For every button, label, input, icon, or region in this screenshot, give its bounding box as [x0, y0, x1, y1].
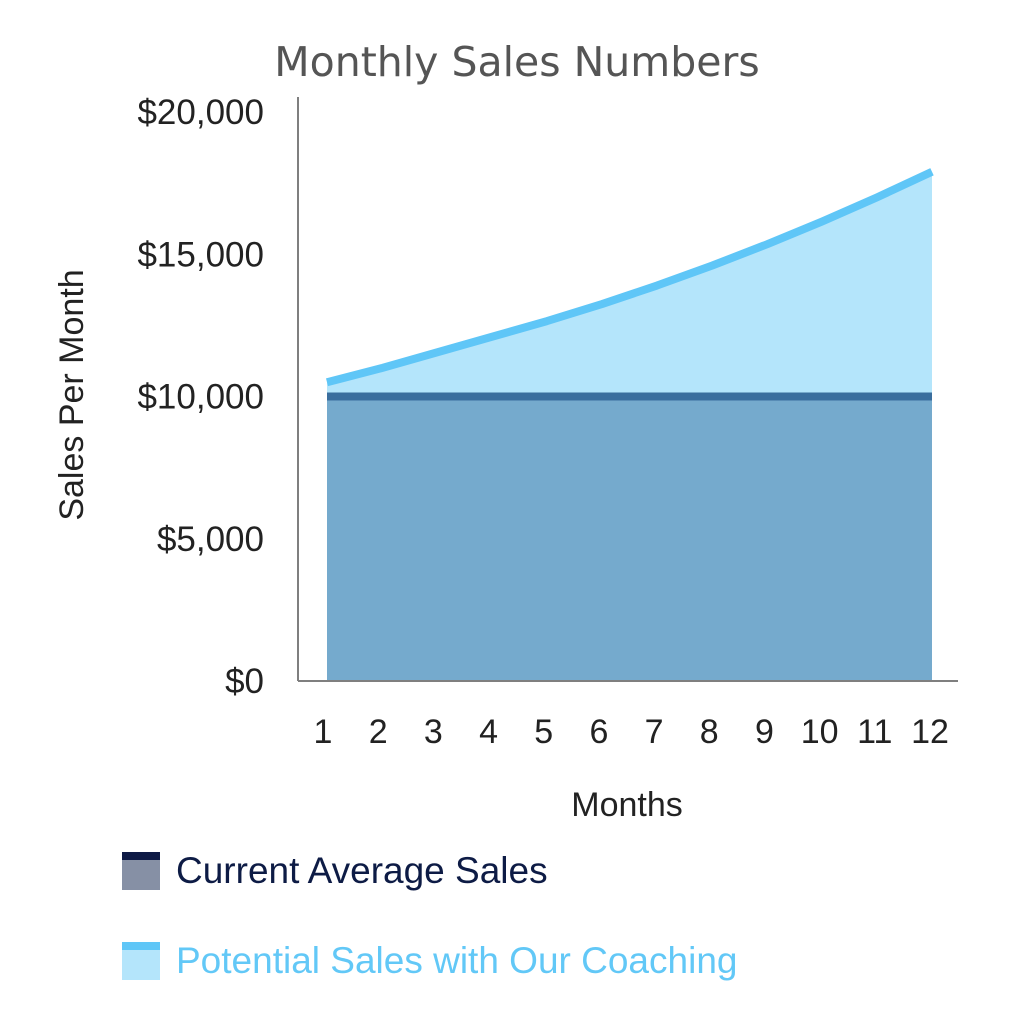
legend-swatch-potential [122, 942, 160, 980]
x-tick-label: 7 [645, 713, 664, 751]
x-axis-ticks: 1 2 3 4 5 6 7 8 9 10 11 12 [314, 713, 949, 751]
x-tick-label: 5 [534, 713, 553, 751]
legend-item-current: Current Average Sales [122, 850, 548, 892]
y-tick-label: $15,000 [137, 235, 264, 274]
potential-sales-area [327, 171, 932, 397]
plot-area [297, 97, 958, 682]
legend-item-potential: Potential Sales with Our Coaching [122, 940, 737, 982]
x-tick-label: 2 [369, 713, 388, 751]
x-tick-label: 12 [911, 713, 949, 751]
x-tick-label: 3 [424, 713, 443, 751]
legend-swatch-cap [122, 942, 160, 950]
x-axis-label: Months [571, 786, 683, 824]
legend-swatch-current [122, 852, 160, 890]
y-axis-ticks: $0 $5,000 $10,000 $15,000 $20,000 [137, 93, 264, 701]
y-tick-label: $10,000 [137, 378, 264, 417]
y-tick-label: $20,000 [137, 93, 264, 132]
y-tick-label: $0 [225, 662, 264, 701]
x-tick-label: 8 [700, 713, 719, 751]
x-tick-label: 9 [755, 713, 774, 751]
legend-label-potential: Potential Sales with Our Coaching [176, 940, 738, 981]
y-tick-label: $5,000 [157, 520, 264, 559]
legend-label-current: Current Average Sales [176, 850, 548, 891]
chart-title: Monthly Sales Numbers [274, 38, 759, 86]
x-tick-label: 6 [589, 713, 608, 751]
x-tick-label: 10 [801, 713, 839, 751]
y-axis-label: Sales Per Month [53, 269, 91, 520]
current-sales-area [327, 396, 932, 681]
legend-swatch-cap [122, 852, 160, 860]
x-tick-label: 1 [314, 713, 333, 751]
x-tick-label: 11 [857, 713, 892, 751]
x-tick-label: 4 [479, 713, 498, 751]
potential-sales-line [325, 168, 934, 387]
